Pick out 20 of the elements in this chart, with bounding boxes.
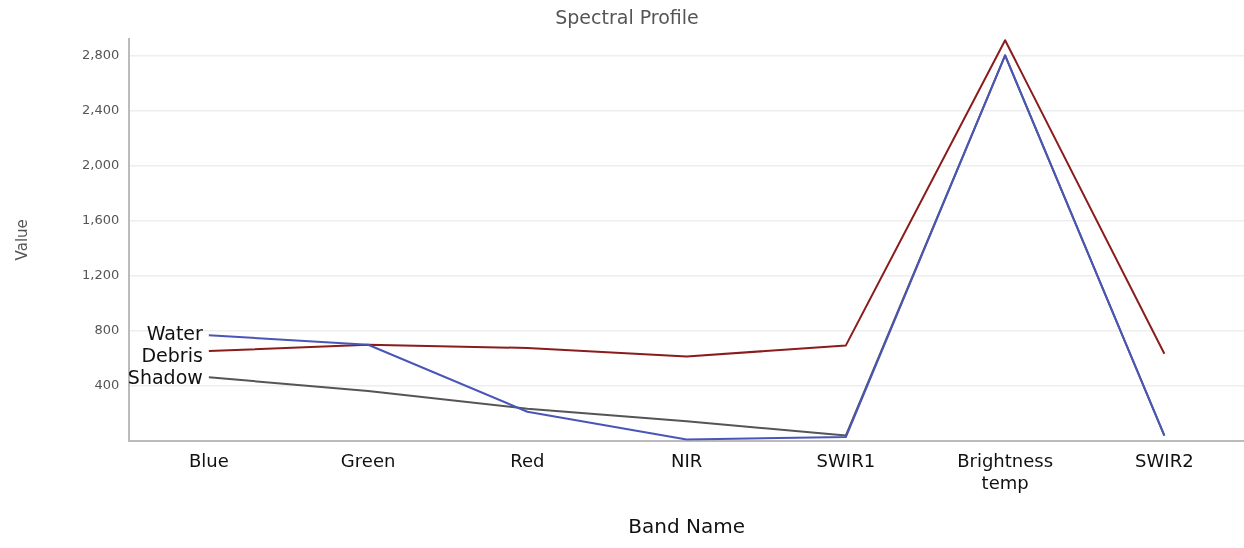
x-tick-label: Blue — [188, 450, 229, 472]
y-tick-label: 400 — [94, 377, 120, 393]
y-tick-label: 1,600 — [82, 211, 120, 227]
y-tick-label: 2,000 — [82, 156, 120, 172]
y-tick-label: 2,800 — [82, 46, 120, 62]
x-tick-label: Brightness temp — [957, 450, 1054, 493]
y-tick-label: 800 — [94, 322, 120, 338]
y-tick-label: 1,200 — [82, 266, 120, 282]
x-axis-title: Band Name — [628, 514, 745, 539]
x-tick-label: SWIR2 — [1135, 450, 1194, 472]
chart-title: Spectral Profile — [555, 6, 699, 29]
x-tick-label: NIR — [670, 450, 703, 472]
y-tick-label: 2,400 — [82, 101, 120, 117]
x-tick-label: SWIR1 — [816, 450, 876, 472]
series-label: Shadow — [127, 366, 203, 389]
series-label: Debris — [141, 344, 203, 367]
x-tick-label: Green — [340, 450, 396, 472]
y-axis-title: Value — [12, 219, 31, 261]
series-label: Water — [146, 322, 204, 345]
x-tick-label: Red — [510, 450, 545, 472]
